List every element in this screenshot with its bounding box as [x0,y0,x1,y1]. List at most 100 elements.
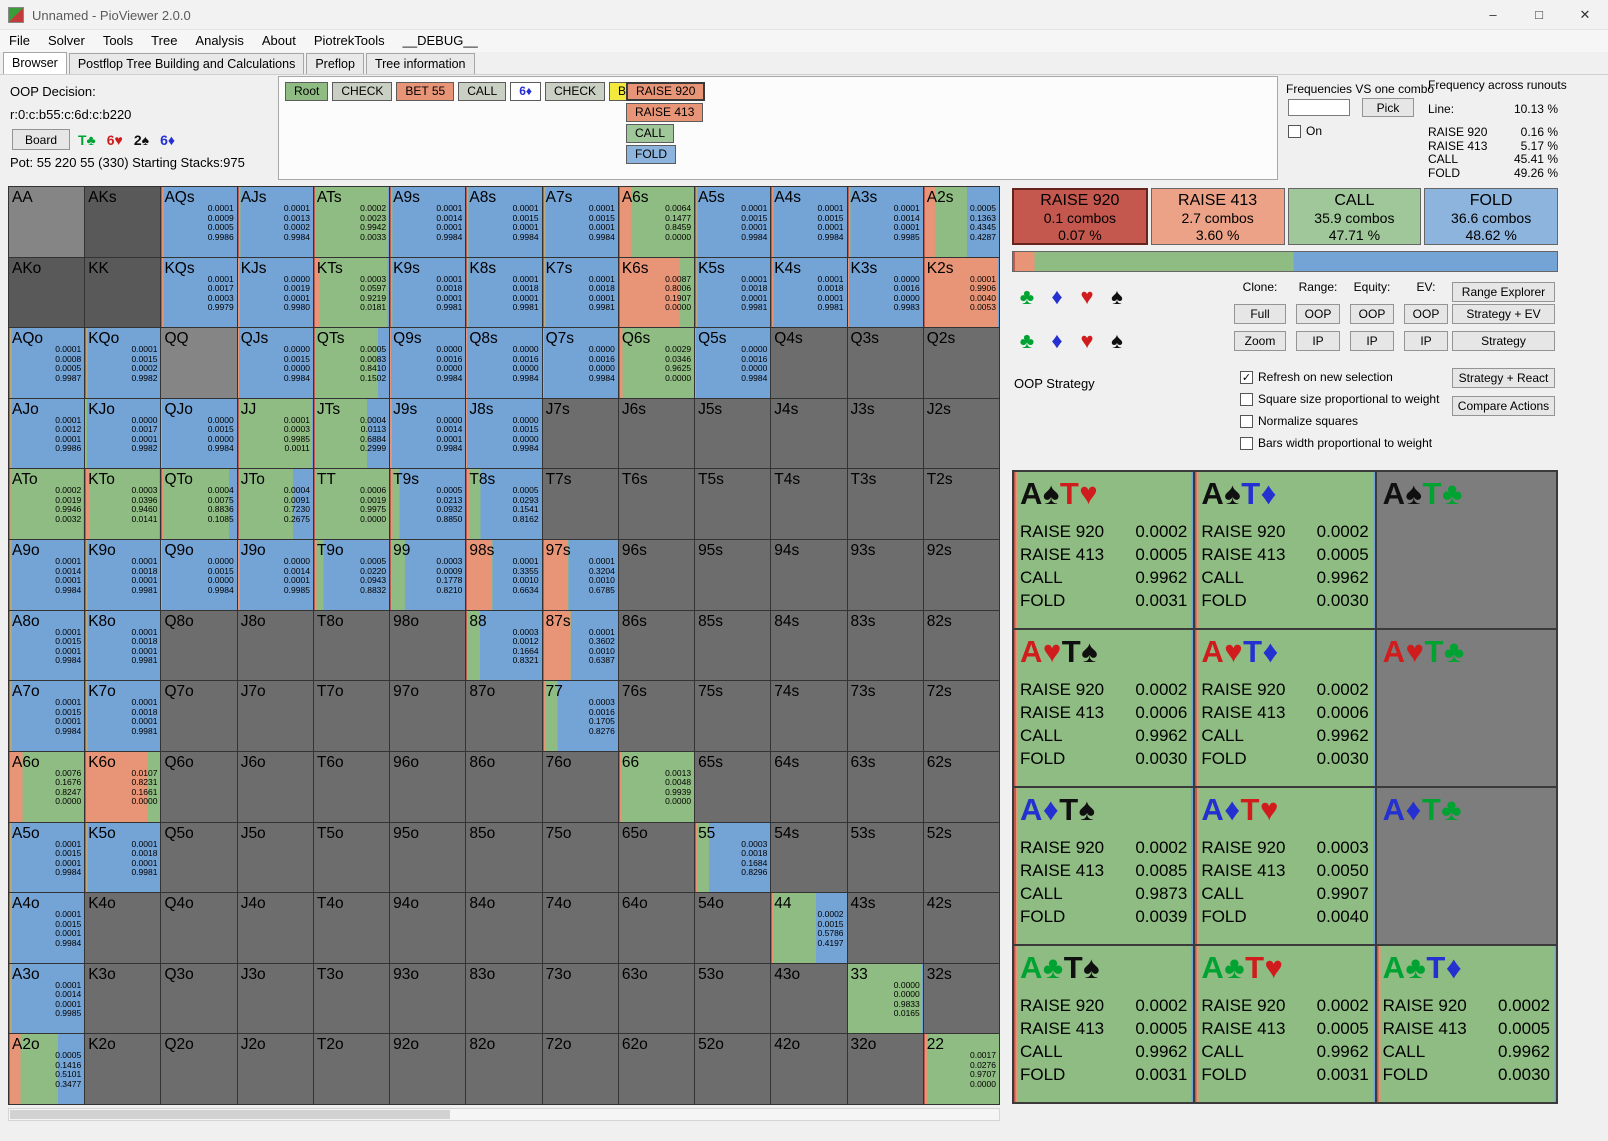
hand-Q3s[interactable]: Q3s [847,328,923,398]
hand-T4s[interactable]: T4s [771,469,847,540]
hand-55[interactable]: 55 0.0003 0.0018 0.1684 0.8296 [695,822,771,893]
hand-54o[interactable]: 54o [695,893,771,963]
combo-AdTh[interactable]: A♦T♥ RAISE 920 0.0003 RAISE 413 0.0050 CALL 0.… [1195,788,1375,944]
hand-T6s[interactable]: T6s [618,469,695,540]
action-raise-920[interactable]: RAISE 920 [626,82,706,101]
hand-T9o[interactable]: T9o 0.0005 0.0220 0.0943 0.8832 [313,540,390,610]
full-button-0[interactable]: Full [1234,304,1286,324]
hand-A5s[interactable]: A5s 0.0001 0.0015 0.0001 0.9984 [695,187,771,257]
suit-heart-icon[interactable]: ♥ [1080,328,1094,353]
action-summary-call[interactable]: CALL 35.9 combos 47.71 % [1287,188,1422,245]
hand-A2s[interactable]: A2s 0.0005 0.1363 0.4345 0.4287 [923,187,999,257]
turn-card-6d[interactable]: 6♦ [510,82,542,101]
menu-tree[interactable]: Tree [151,33,178,48]
hand-88[interactable]: 88 0.0003 0.0012 0.1664 0.8321 [466,610,542,681]
hand-K5s[interactable]: K5s 0.0001 0.0018 0.0001 0.9981 [695,257,771,328]
hand-A9s[interactable]: A9s 0.0001 0.0014 0.0001 0.9984 [390,187,466,257]
minimize-button[interactable]: – [1489,7,1497,22]
hand-72s[interactable]: 72s [923,681,999,751]
hand-76o[interactable]: 76o [542,751,618,822]
suit-diamond-icon[interactable]: ♦ [1051,328,1063,353]
combo-AsTh[interactable]: A♠T♥ RAISE 920 0.0002 RAISE 413 0.0005 CALL 0.… [1014,472,1194,628]
hand-T5s[interactable]: T5s [695,469,771,540]
hand-63s[interactable]: 63s [847,751,923,822]
hand-32o[interactable]: 32o [847,1034,923,1104]
hand-AQo[interactable]: AQo 0.0001 0.0008 0.0005 0.9987 [9,328,85,398]
hand-A3o[interactable]: A3o 0.0001 0.0014 0.0001 0.9985 [9,963,85,1034]
hand-QTs[interactable]: QTs 0.0005 0.0083 0.8410 0.1502 [313,328,390,398]
hand-75o[interactable]: 75o [542,822,618,893]
hand-T9s[interactable]: T9s 0.0005 0.0213 0.0932 0.8850 [390,469,466,540]
hand-52o[interactable]: 52o [695,1034,771,1104]
maximize-button[interactable]: □ [1535,7,1543,22]
hand-Q5o[interactable]: Q5o [161,822,237,893]
hand-Q2o[interactable]: Q2o [161,1034,237,1104]
hand-J2o[interactable]: J2o [237,1034,313,1104]
hand-92o[interactable]: 92o [390,1034,466,1104]
strategy-ev-button[interactable]: Strategy + EV [1452,304,1555,324]
hand-K8o[interactable]: K8o 0.0001 0.0018 0.0001 0.9981 [85,610,161,681]
hand-T7s[interactable]: T7s [542,469,618,540]
grid-horizontal-scrollbar[interactable] [8,1108,1000,1121]
hand-85s[interactable]: 85s [695,610,771,681]
hand-98o[interactable]: 98o [390,610,466,681]
hand-Q7o[interactable]: Q7o [161,681,237,751]
action-fold[interactable]: FOLD [626,145,677,164]
hand-96o[interactable]: 96o [390,751,466,822]
hand-T3o[interactable]: T3o [313,963,390,1034]
close-button[interactable]: ✕ [1579,7,1591,22]
hand-Q8s[interactable]: Q8s 0.0000 0.0016 0.0000 0.9984 [466,328,542,398]
action-raise-413[interactable]: RAISE 413 [626,103,704,122]
hand-K6s[interactable]: K6s 0.0087 0.8006 0.1907 0.0000 [618,257,695,328]
checkbox-bars-width-proportional-to-weight[interactable]: Bars width proportional to weight [1240,432,1439,454]
hand-94o[interactable]: 94o [390,893,466,963]
zoom-button-0[interactable]: Zoom [1234,331,1286,351]
menu-solver[interactable]: Solver [47,33,85,48]
hand-J7o[interactable]: J7o [237,681,313,751]
hand-ATs[interactable]: ATs 0.0002 0.0023 0.9942 0.0033 [313,187,390,257]
hand-QQ[interactable]: QQ [161,328,237,398]
hand-75s[interactable]: 75s [695,681,771,751]
flop-bet-55[interactable]: BET 55 [396,82,455,101]
hand-T2s[interactable]: T2s [923,469,999,540]
hand-Q2s[interactable]: Q2s [923,328,999,398]
hand-76s[interactable]: 76s [618,681,695,751]
hand-Q4o[interactable]: Q4o [161,893,237,963]
on-checkbox[interactable] [1288,124,1301,138]
hand-J3s[interactable]: J3s [847,398,923,469]
action-call[interactable]: CALL [626,124,675,143]
combo-AcTs[interactable]: A♣T♠ RAISE 920 0.0002 RAISE 413 0.0005 CALL 0.… [1014,946,1194,1102]
hand-94s[interactable]: 94s [771,540,847,610]
hand-97o[interactable]: 97o [390,681,466,751]
tab-tree-information[interactable]: Tree information [365,53,475,74]
hand-KQs[interactable]: KQs 0.0001 0.0017 0.0003 0.9979 [161,257,237,328]
hand-K6o[interactable]: K6o 0.0107 0.8231 0.1661 0.0000 [85,751,161,822]
hand-J9s[interactable]: J9s 0.0000 0.0014 0.0001 0.9984 [390,398,466,469]
hand-KK[interactable]: KK [85,257,161,328]
hand-ATo[interactable]: ATo 0.0002 0.0019 0.9946 0.0032 [9,469,85,540]
hand-83o[interactable]: 83o [466,963,542,1034]
compare-actions-button[interactable]: Compare Actions [1452,396,1555,416]
hand-99[interactable]: 99 0.0003 0.0009 0.1778 0.8210 [390,540,466,610]
hand-QTo[interactable]: QTo 0.0004 0.0075 0.8836 0.1085 [161,469,237,540]
hand-Q6s[interactable]: Q6s 0.0029 0.0346 0.9625 0.0000 [618,328,695,398]
checkbox-refresh-on-new-selection[interactable]: ✓ Refresh on new selection [1240,366,1439,388]
hand-A6s[interactable]: A6s 0.0064 0.1477 0.8459 0.0000 [618,187,695,257]
hand-87o[interactable]: 87o [466,681,542,751]
board-button[interactable]: Board [12,129,70,150]
combo-AcTd[interactable]: A♣T♦ RAISE 920 0.0002 RAISE 413 0.0005 CALL 0.… [1376,946,1556,1102]
hand-43s[interactable]: 43s [847,893,923,963]
ip-button-2[interactable]: IP [1350,331,1394,351]
hand-83s[interactable]: 83s [847,610,923,681]
hand-J8s[interactable]: J8s 0.0000 0.0015 0.0000 0.9984 [466,398,542,469]
hand-73o[interactable]: 73o [542,963,618,1034]
flop-call[interactable]: CALL [458,82,507,101]
hand-J8o[interactable]: J8o [237,610,313,681]
hand-T4o[interactable]: T4o [313,893,390,963]
hand-95s[interactable]: 95s [695,540,771,610]
hand-86s[interactable]: 86s [618,610,695,681]
suit-heart-icon[interactable]: ♥ [1080,284,1094,309]
hand-Q8o[interactable]: Q8o [161,610,237,681]
combo-AhTs[interactable]: A♥T♠ RAISE 920 0.0002 RAISE 413 0.0006 CALL 0.… [1014,630,1194,786]
tab-postflop-tree-building-and-calculations[interactable]: Postflop Tree Building and Calculations [68,53,305,74]
